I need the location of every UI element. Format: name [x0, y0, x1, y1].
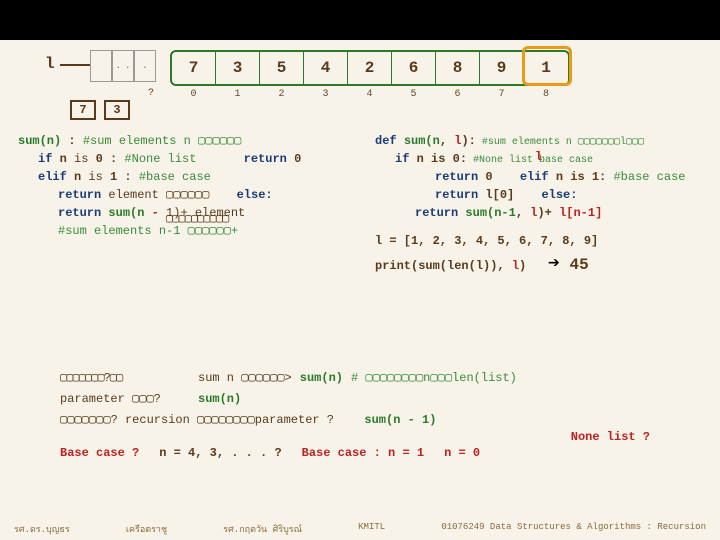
footer: รศ.ดร.บุญธร เครือตราชู รศ.กฤตวัน ศิริบูร… — [0, 522, 720, 536]
pre-box: . . — [112, 50, 134, 82]
l-label: l — [45, 55, 55, 73]
array-cell: 86 — [436, 52, 480, 84]
stack-cell: 3 — [104, 100, 130, 120]
stack-row: 7 3 — [70, 100, 130, 120]
pre-box — [90, 50, 112, 82]
array-cell: 18 — [524, 52, 568, 84]
top-black-bar — [0, 0, 720, 40]
arrow-icon: ➔ — [548, 253, 560, 276]
array-row: 70 31 52 43 24 65 86 97 18 — [170, 50, 570, 86]
array-cell: 65 — [392, 52, 436, 84]
array-cell: 24 — [348, 52, 392, 84]
pseudocode-left: sum(n) : #sum elements n ▢▢▢▢▢▢ if n is … — [18, 132, 358, 240]
bottom-qa: ▢▢▢▢▢▢▢?▢▢ sum n ▢▢▢▢▢▢>sum(n) # ▢▢▢▢▢▢▢… — [60, 370, 650, 466]
l-arrow-line — [60, 64, 90, 66]
pre-boxes: . . . — [90, 50, 156, 82]
array-cell: 43 — [304, 52, 348, 84]
array-cell: 52 — [260, 52, 304, 84]
fn-name: sum(n) — [18, 134, 61, 148]
pre-box: . — [134, 50, 156, 82]
array-cell: 70 — [172, 52, 216, 84]
stack-cell: 7 — [70, 100, 96, 120]
python-code-right: def sum(n, l): #sum elements n ▢▢▢▢▢▢▢l▢… — [375, 132, 715, 280]
array-cell: 31 — [216, 52, 260, 84]
array-cell: 97 — [480, 52, 524, 84]
qmark: ? — [148, 88, 154, 99]
